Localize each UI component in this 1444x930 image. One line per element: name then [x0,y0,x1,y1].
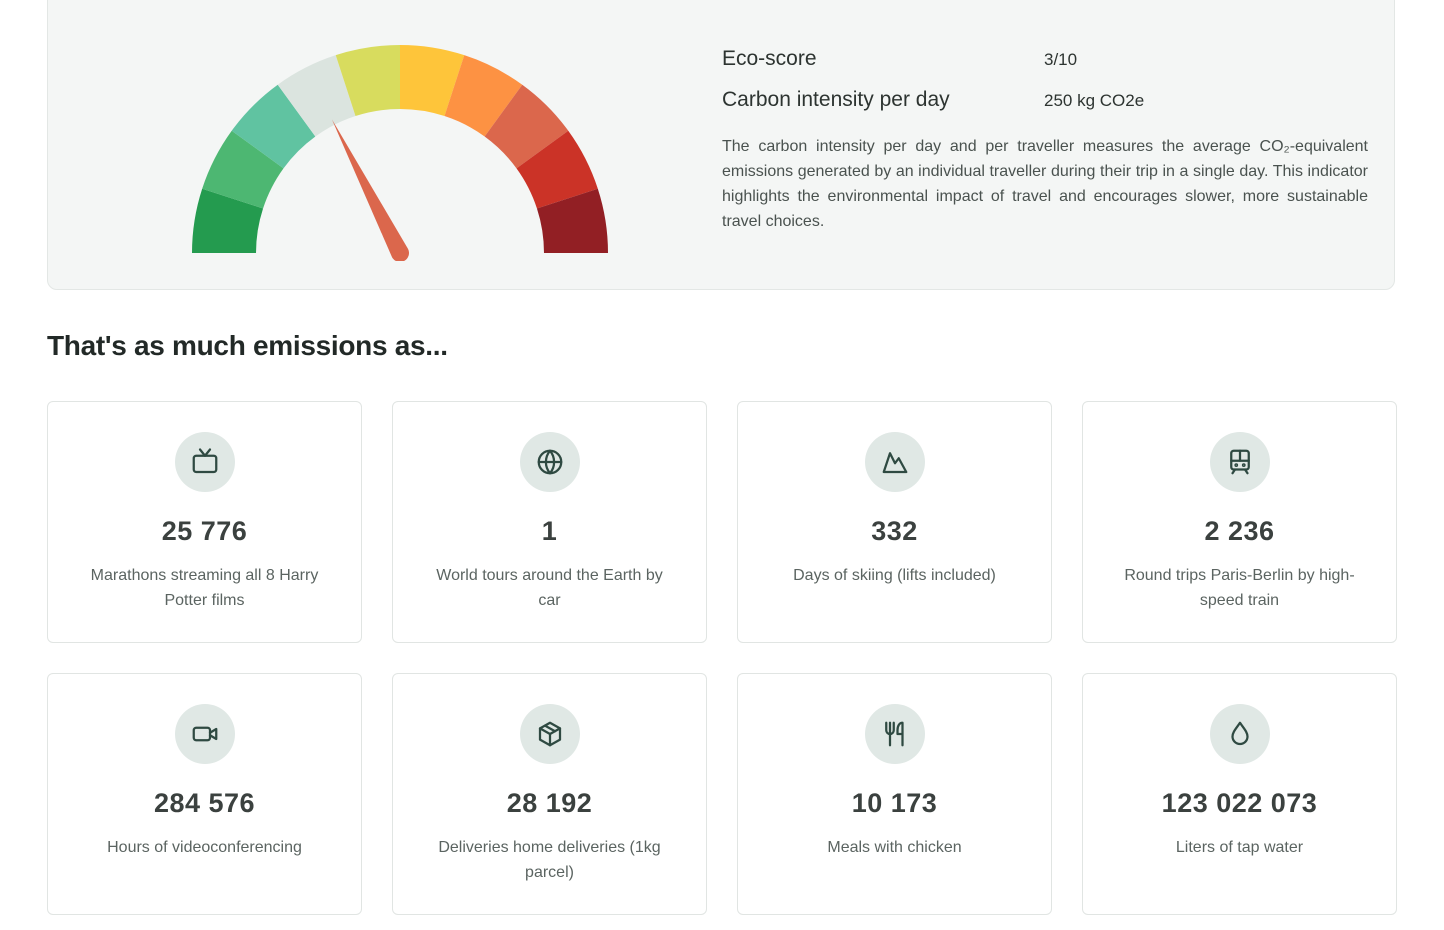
carbon-intensity-value: 250 kg CO2e [1044,91,1145,110]
equivalence-card: 28 192 Deliveries home deliveries (1kg p… [392,673,707,915]
gauge-segment [202,130,284,209]
equivalence-cards: 25 776 Marathons streaming all 8 Harry P… [47,401,1397,915]
gauge-segment [277,55,356,137]
eco-score-panel: Eco-score 3/10 Carbon intensity per day … [47,0,1395,290]
card-value: 284 576 [153,788,256,818]
card-label: Days of skiing (lifts included) [793,567,996,584]
equivalence-card: 25 776 Marathons streaming all 8 Harry P… [47,401,362,643]
gauge-segment [400,45,465,117]
card-value: 123 022 073 [1161,788,1318,818]
eco-score-row: Eco-score 3/10 [722,47,1368,71]
video-icon [174,704,235,764]
train-icon [1209,432,1270,492]
card-label: Round trips Paris-Berlin by high-speed t… [1124,567,1355,609]
droplet-icon [1209,704,1270,764]
mountain-icon [864,432,925,492]
globe-icon [519,432,580,492]
card-value: 28 192 [506,788,593,818]
gauge-segment [444,55,523,137]
gauge-segment [536,188,608,253]
carbon-intensity-label: Carbon intensity per day [722,88,950,111]
equivalence-card: 10 173 Meals with chicken [737,673,1052,915]
card-label: Liters of tap water [1175,839,1304,856]
card-value: 1 [541,516,558,546]
gauge-segment [231,84,316,169]
score-info: Eco-score 3/10 Carbon intensity per day … [722,47,1368,234]
eco-score-gauge [192,45,608,261]
carbon-intensity-description: The carbon intensity per day and per tra… [722,138,1368,230]
gauge-needle [331,119,409,261]
card-value: 10 173 [851,788,938,818]
card-value: 2 236 [1204,516,1275,546]
gauge-segment [484,84,569,169]
gauge-segment [335,45,400,117]
card-label: Marathons streaming all 8 Harry Potter f… [90,567,319,609]
eco-score-value: 3/10 [1044,50,1078,69]
equivalence-card: 284 576 Hours of videoconferencing [47,673,362,915]
card-label: World tours around the Earth by car [436,567,663,609]
carbon-intensity-row: Carbon intensity per day 250 kg CO2e [722,88,1368,112]
equivalence-card: 123 022 073 Liters of tap water [1082,673,1397,915]
eco-score-label: Eco-score [722,47,817,70]
equivalence-card: 2 236 Round trips Paris-Berlin by high-s… [1082,401,1397,643]
card-label: Hours of videoconferencing [107,839,302,856]
card-value: 25 776 [161,516,248,546]
gauge-segment [192,188,264,253]
section-title: That's as much emissions as... [47,330,448,361]
tv-icon [174,432,235,492]
gauge-segment [516,130,598,209]
package-icon [519,704,580,764]
equivalence-card: 1 World tours around the Earth by car [392,401,707,643]
card-label: Meals with chicken [827,839,962,856]
card-value: 332 [871,516,918,546]
utensils-icon [864,704,925,764]
card-label: Deliveries home deliveries (1kg parcel) [438,839,661,881]
equivalence-card: 332 Days of skiing (lifts included) [737,401,1052,643]
